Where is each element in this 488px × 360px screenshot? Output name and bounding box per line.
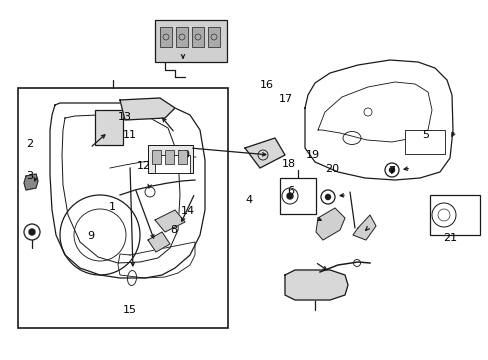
Circle shape [389,167,394,172]
Polygon shape [285,270,347,300]
Polygon shape [148,232,170,252]
Bar [192,27,203,47]
Text: 3: 3 [26,171,33,181]
Bar [95,110,123,145]
Polygon shape [315,208,345,240]
Circle shape [29,229,35,235]
Bar [155,155,190,173]
Polygon shape [120,98,175,120]
Polygon shape [155,210,184,232]
Text: 7: 7 [387,166,394,176]
Text: 10: 10 [176,150,190,160]
Bar [178,150,186,164]
Bar [429,195,479,235]
Circle shape [286,193,292,199]
Bar [404,130,444,154]
Text: 13: 13 [118,112,131,122]
Text: 17: 17 [279,94,292,104]
Bar [152,150,161,164]
Text: 4: 4 [245,195,252,205]
Bar [155,20,226,62]
Text: 20: 20 [325,164,339,174]
Bar [207,27,220,47]
Polygon shape [244,138,285,168]
Polygon shape [352,215,375,240]
Bar [176,27,187,47]
Text: 11: 11 [122,130,136,140]
Text: 21: 21 [442,233,456,243]
Text: 5: 5 [421,130,428,140]
Bar [148,145,193,173]
Text: 19: 19 [305,150,319,160]
Bar [18,88,227,328]
Text: 18: 18 [281,159,295,169]
Text: 14: 14 [181,206,195,216]
Circle shape [325,194,330,199]
Text: 6: 6 [287,186,294,196]
Text: 8: 8 [170,225,177,235]
Text: 15: 15 [122,305,136,315]
Bar [164,150,174,164]
Text: 12: 12 [137,161,151,171]
Text: 1: 1 [109,202,116,212]
Bar [280,178,315,214]
Text: 16: 16 [259,80,273,90]
Text: 9: 9 [87,231,94,241]
Text: 2: 2 [26,139,33,149]
Bar [160,27,172,47]
Polygon shape [24,174,38,190]
